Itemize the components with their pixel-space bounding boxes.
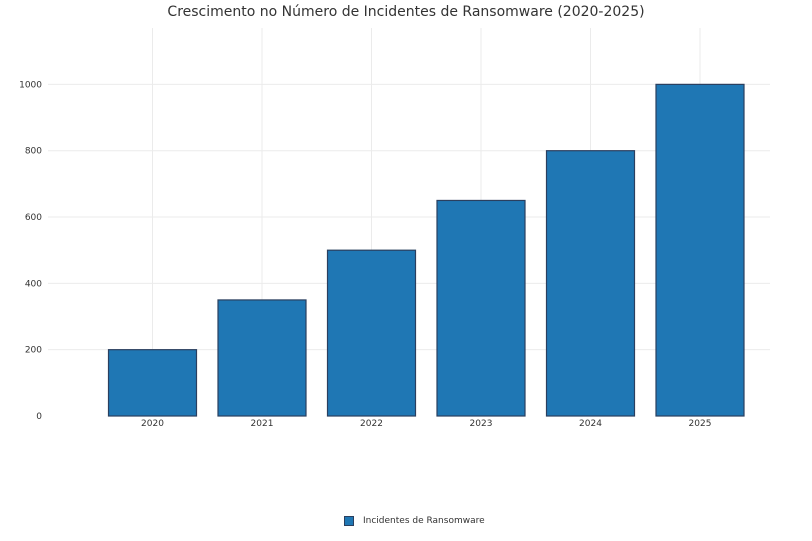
y-tick-label: 600 xyxy=(25,213,42,223)
x-tick-label: 2025 xyxy=(689,419,712,429)
y-tick-label: 1000 xyxy=(19,80,42,90)
x-tick-label: 2020 xyxy=(141,419,164,429)
bar-2022[interactable] xyxy=(326,249,417,417)
x-tick-label: 2024 xyxy=(579,419,602,429)
x-tick-label: 2021 xyxy=(251,419,274,429)
bar-2020[interactable] xyxy=(107,349,198,417)
x-tick-label: 2022 xyxy=(360,419,383,429)
y-tick-label: 200 xyxy=(25,346,42,356)
bar-2025[interactable] xyxy=(655,83,745,417)
y-tick-label: 0 xyxy=(36,412,42,422)
bar-2024[interactable] xyxy=(545,150,636,417)
y-axis-ticks: 0 200 400 600 800 1000 xyxy=(19,80,42,422)
y-tick-label: 400 xyxy=(25,279,42,289)
legend[interactable]: Incidentes de Ransomware xyxy=(344,516,485,526)
bars xyxy=(107,83,745,417)
x-axis-ticks: 2020 2021 2022 2023 2024 2025 xyxy=(141,419,711,429)
legend-label: Incidentes de Ransomware xyxy=(363,516,485,526)
bar-2021[interactable] xyxy=(217,299,307,417)
chart-title: Crescimento no Número de Incidentes de R… xyxy=(167,4,645,20)
y-tick-label: 800 xyxy=(25,147,42,157)
bar-2023[interactable] xyxy=(436,199,526,417)
legend-swatch xyxy=(344,516,354,526)
x-tick-label: 2023 xyxy=(470,419,493,429)
